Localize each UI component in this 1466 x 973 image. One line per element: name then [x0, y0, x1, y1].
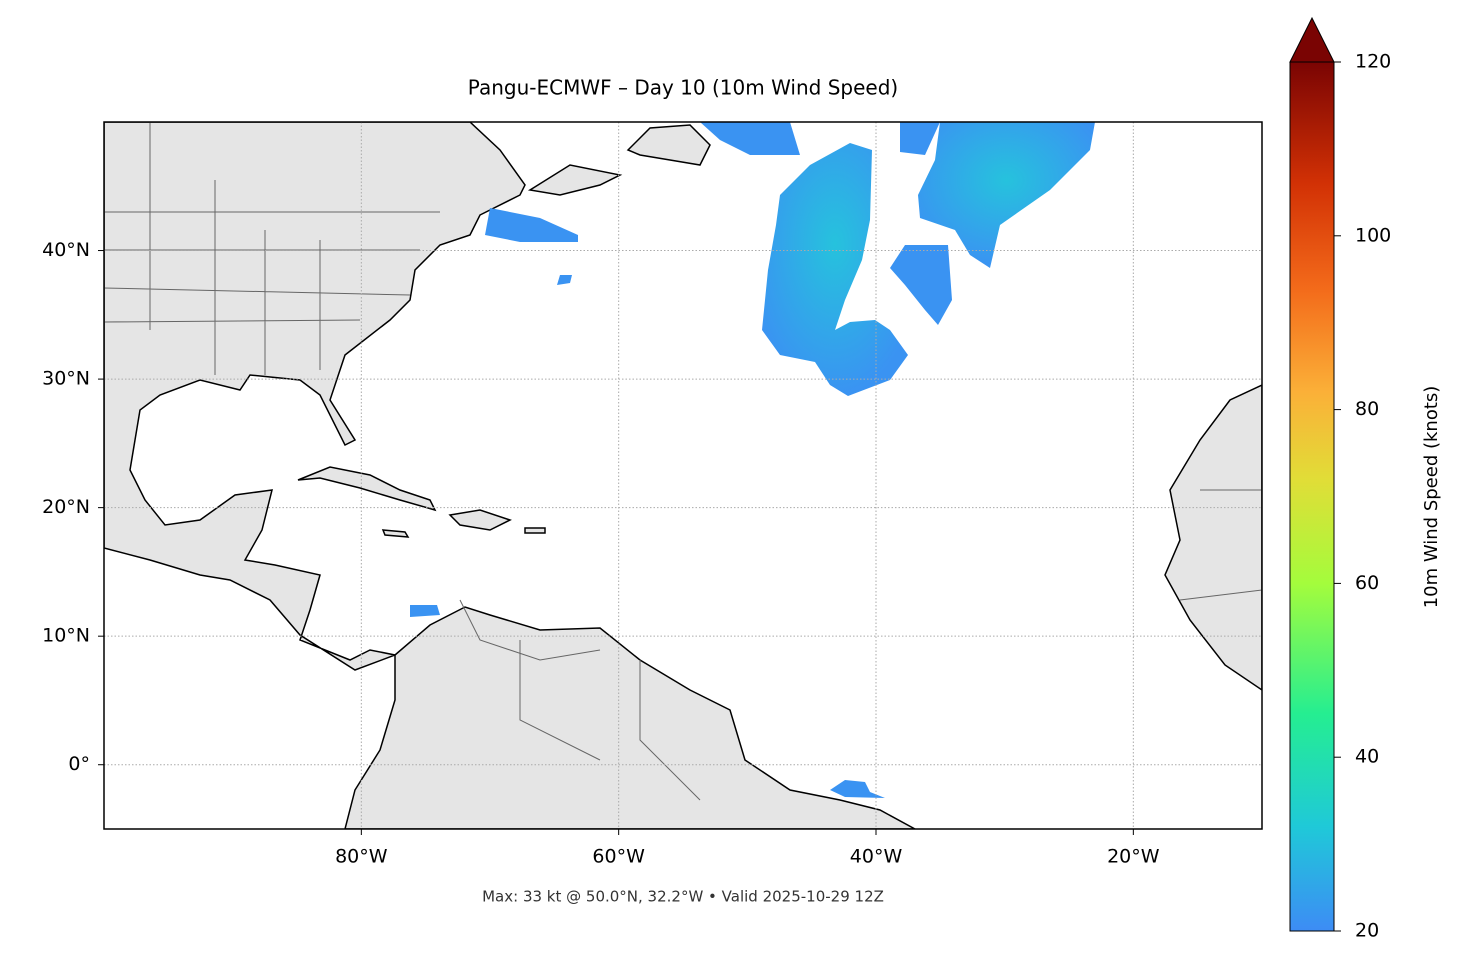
wind-swath	[890, 245, 952, 325]
wind-swath	[557, 275, 572, 285]
colorbar-tick-label: 80	[1355, 398, 1379, 420]
x-tick-label: 40°W	[850, 846, 903, 868]
y-tick-label: 10°N	[42, 625, 90, 647]
x-tick-label: 60°W	[592, 846, 645, 868]
jamaica	[381, 529, 410, 538]
colorbar-tick-label: 100	[1355, 224, 1391, 246]
wind-swath	[830, 780, 885, 798]
colorbar-tick-label: 40	[1355, 746, 1379, 768]
nova-scotia	[527, 164, 623, 196]
wind-swath	[762, 143, 908, 396]
state-borders	[104, 122, 1262, 801]
colorbar-tick-label: 120	[1355, 51, 1391, 73]
puerto-rico	[524, 527, 546, 534]
map-area	[104, 122, 1262, 829]
newfoundland	[626, 124, 711, 166]
wind-swath	[410, 605, 440, 617]
x-tick-label: 80°W	[335, 846, 388, 868]
wind-swath	[900, 122, 940, 155]
wind-swath	[700, 122, 800, 155]
africa	[1164, 384, 1262, 691]
colorbar-extend	[1289, 16, 1335, 63]
north-america	[104, 122, 526, 671]
wind-swath	[485, 208, 578, 242]
colorbar-tick-label: 20	[1355, 920, 1379, 942]
hispaniola	[448, 509, 512, 531]
cuba	[297, 466, 437, 512]
south-america	[344, 606, 916, 829]
colorbar	[1289, 61, 1335, 932]
colorbar-label: 10m Wind Speed (knots)	[1421, 386, 1442, 609]
title: Pangu-ECMWF – Day 10 (10m Wind Speed)	[468, 76, 898, 100]
map-frame	[103, 121, 1263, 830]
y-tick-label: 30°N	[42, 368, 90, 390]
x-tick-label: 20°W	[1107, 846, 1160, 868]
wind-swath	[918, 122, 1095, 268]
footer: Max: 33 kt @ 50.0°N, 32.2°W • Valid 2025…	[482, 888, 884, 906]
colorbar-tick-label: 60	[1355, 572, 1379, 594]
y-tick-label: 0°	[68, 753, 90, 775]
y-tick-label: 20°N	[42, 496, 90, 518]
y-tick-label: 40°N	[42, 239, 90, 261]
